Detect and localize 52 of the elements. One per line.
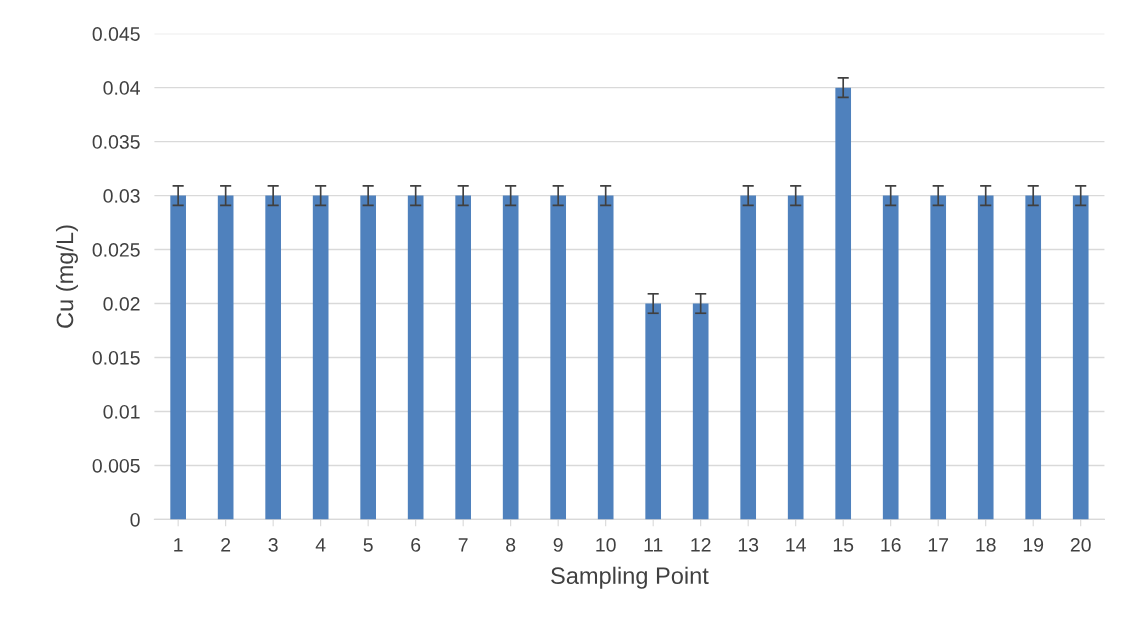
x-tick-label: 20 [1070, 538, 1091, 552]
bar [645, 303, 662, 520]
y-tick-label: 0.025 [92, 243, 140, 257]
bar [265, 195, 281, 520]
x-tick-label: 18 [976, 538, 996, 552]
bar [1025, 195, 1042, 520]
bar [882, 195, 899, 520]
y-tick-label: 0 [130, 512, 140, 527]
bar [360, 195, 376, 520]
x-tick-label: 5 [363, 538, 373, 552]
y-tick-label: 0.035 [92, 135, 140, 149]
x-tick-label: 17 [928, 538, 949, 552]
bar [740, 195, 757, 520]
x-tick-label: 11 [644, 538, 663, 552]
x-tick-label: 9 [553, 538, 563, 552]
bar [787, 195, 804, 520]
bar [692, 303, 709, 520]
y-tick-label: 0.03 [103, 189, 140, 203]
bar [407, 195, 424, 520]
y-tick-label: 0.01 [103, 404, 140, 419]
x-tick-label: 10 [596, 538, 616, 552]
x-tick-label: 13 [738, 538, 759, 552]
bar [455, 195, 472, 520]
bar [170, 195, 186, 520]
x-tick-label: 4 [315, 538, 326, 552]
x-tick-label: 14 [786, 538, 806, 552]
bar [930, 195, 947, 520]
x-tick-label: 2 [221, 538, 231, 552]
y-tick-label: 0.04 [103, 81, 140, 95]
x-tick-label: 12 [691, 538, 711, 552]
x-axis-title: Sampling Point [551, 566, 709, 589]
x-tick-label: 7 [458, 538, 468, 552]
bar [502, 195, 519, 520]
x-tick-label: 3 [268, 538, 278, 552]
bar [312, 195, 329, 520]
x-tick-label: 6 [411, 538, 421, 552]
x-tick-label: 15 [833, 538, 854, 552]
bar [217, 195, 234, 520]
bar [1072, 195, 1089, 520]
bar [597, 195, 614, 520]
y-tick-label: 0.02 [103, 297, 140, 311]
bar [835, 87, 852, 520]
x-tick-label: 8 [506, 538, 516, 552]
bar [550, 195, 567, 520]
y-tick-label: 0.015 [92, 350, 140, 365]
x-tick-label: 16 [881, 538, 901, 552]
x-tick-label: 1 [174, 538, 183, 552]
x-tick-label: 19 [1023, 538, 1044, 552]
y-axis-title: Cu (mg/L) [55, 225, 78, 328]
y-tick-label: 0.045 [92, 27, 140, 41]
y-tick-label: 0.005 [92, 458, 140, 473]
bar [977, 195, 994, 520]
